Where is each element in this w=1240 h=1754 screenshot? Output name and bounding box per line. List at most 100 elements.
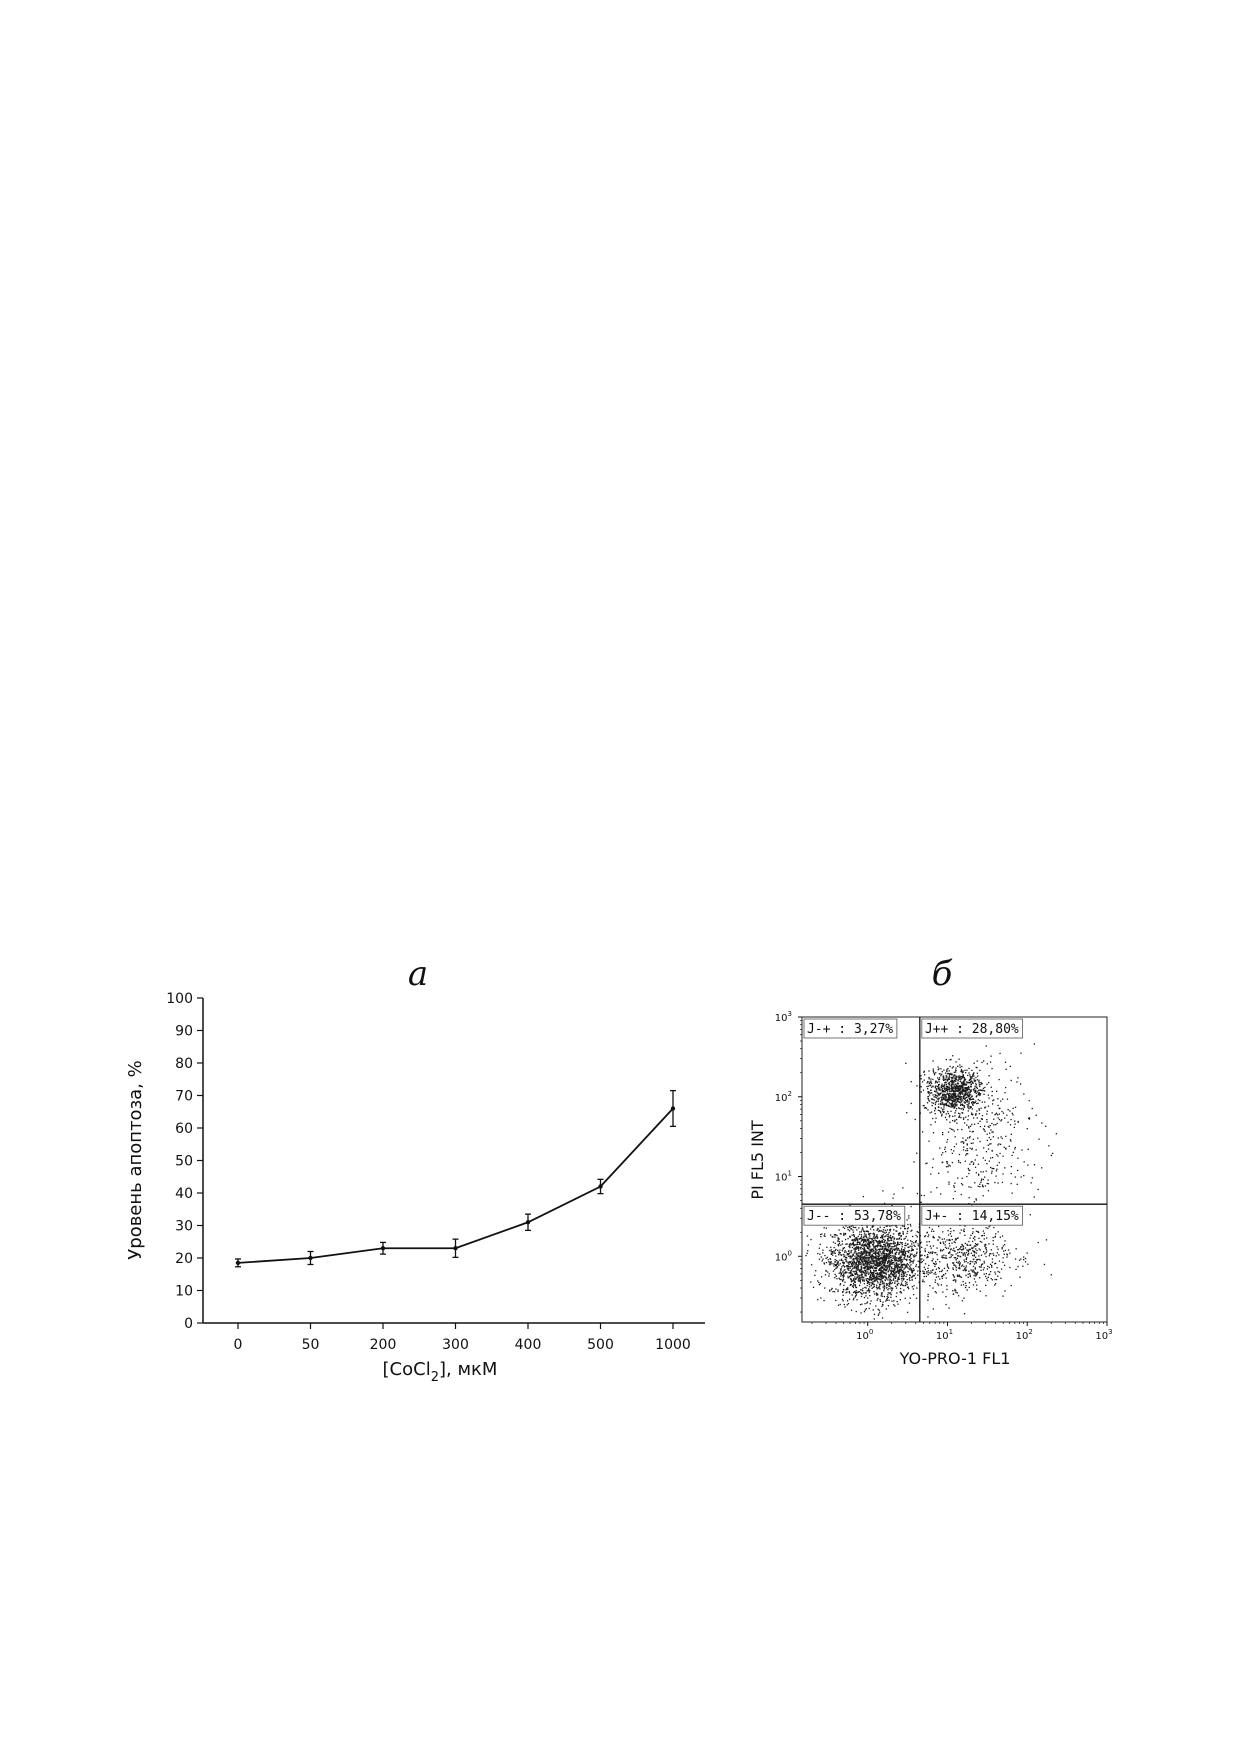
event-dot [877,1258,879,1260]
event-dot [975,1149,977,1151]
event-dot [899,1269,901,1271]
event-dot [869,1295,871,1297]
event-dot [847,1238,849,1240]
event-dot [926,1085,928,1088]
event-dot [869,1303,871,1305]
event-dot [920,1086,922,1088]
event-dot [952,1262,954,1264]
event-dot [869,1266,871,1268]
event-dot [868,1291,870,1293]
event-dot [928,1081,930,1083]
event-dot [830,1288,833,1291]
event-dot [974,1281,977,1283]
event-dot [1015,1268,1017,1270]
event-dot [880,1264,882,1266]
event-dot [966,1124,968,1126]
event-dot [870,1300,872,1302]
event-dot [840,1278,842,1281]
event-dot [937,1100,939,1102]
event-dot [970,1106,972,1108]
event-dot [969,1092,971,1094]
event-dot [879,1248,881,1250]
event-dot [1050,1154,1052,1157]
event-dot [845,1271,847,1273]
event-dot [867,1233,870,1235]
event-dot [963,1084,965,1086]
event-dot [906,1283,908,1286]
event-dot [866,1290,868,1292]
y-tick-label: 0 [184,1316,193,1332]
event-dot [948,1102,950,1104]
event-dot [1037,1241,1039,1244]
event-dot [863,1292,865,1294]
event-dot [878,1252,880,1254]
event-dot [934,1121,936,1123]
event-dot [885,1255,887,1257]
event-dot [959,1232,961,1234]
event-dot [847,1269,849,1271]
event-dot [838,1264,840,1266]
event-dot [940,1102,942,1104]
event-dot [858,1269,860,1271]
event-dot [926,1256,929,1258]
event-dot [942,1231,944,1233]
event-dot [929,1112,931,1114]
event-dot [931,1098,933,1100]
event-dot [864,1267,866,1269]
event-dot [844,1272,846,1274]
event-dot [856,1259,858,1261]
event-dot [885,1265,887,1267]
event-dot [887,1249,889,1252]
event-dot [972,1098,974,1100]
event-dot [872,1250,874,1253]
event-dot [940,1096,942,1098]
event-dot [877,1248,880,1251]
event-dot [918,1266,920,1268]
event-dot [955,1071,957,1073]
event-dot [862,1260,864,1262]
event-dot [999,1052,1001,1055]
event-dot [973,1201,975,1203]
event-dot [937,1069,939,1071]
event-dot [963,1269,966,1271]
event-dot [963,1096,965,1098]
event-dot [822,1258,824,1260]
event-dot [943,1090,945,1093]
event-dot [975,1114,977,1116]
event-dot [917,1260,919,1262]
event-dot [971,1270,973,1272]
event-dot [969,1275,971,1278]
event-dot [968,1186,970,1188]
event-dot [939,1094,941,1096]
x-axis-title: [CoCl2], мкМ [383,1359,498,1385]
event-dot [884,1255,886,1257]
event-dot [839,1249,841,1251]
event-dot [868,1251,870,1254]
event-dot [974,1243,977,1245]
event-dot [963,1313,966,1315]
event-dot [904,1297,906,1299]
event-dot [855,1237,857,1239]
event-dot [954,1102,956,1104]
data-point [380,1246,386,1251]
event-dot [945,1151,947,1153]
event-dot [973,1263,976,1265]
event-dot [1015,1248,1017,1250]
event-dot [843,1262,845,1264]
event-dot [858,1277,860,1279]
event-dot [956,1107,958,1110]
event-dot [973,1117,975,1119]
event-dot [863,1280,865,1282]
event-dot [838,1229,840,1231]
event-dot [871,1238,873,1240]
event-dot [906,1274,908,1276]
event-dot [887,1244,889,1246]
event-dot [869,1245,871,1247]
event-dot [904,1255,906,1257]
event-dot [926,1257,928,1259]
event-dot [968,1087,970,1089]
event-dot [944,1079,947,1081]
event-dot [998,1113,1000,1115]
event-dot [820,1276,823,1278]
event-dot [951,1161,954,1164]
